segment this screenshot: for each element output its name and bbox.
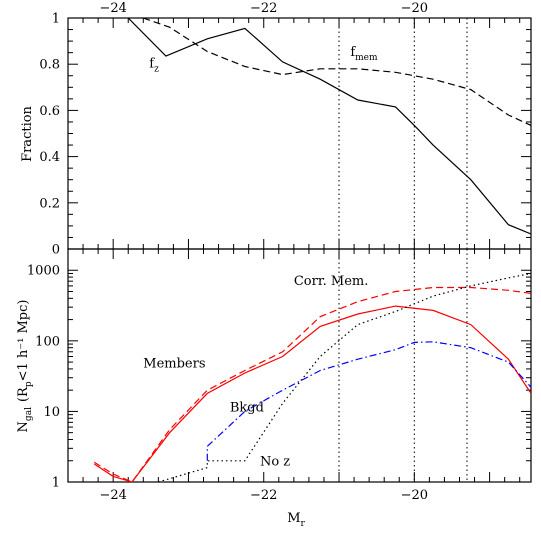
y-axis-title-gal: gal [24, 407, 34, 421]
x-axis-title-r: r [301, 519, 306, 529]
series-line-fmem [143, 18, 531, 126]
y-tick-label: 1 [52, 12, 60, 27]
x-tick-label: −20 [401, 1, 428, 16]
y-axis-title-rest: (R [16, 386, 31, 402]
annotation-members: Members [143, 356, 205, 371]
x-axis-title-m: M [287, 511, 300, 526]
y-tick-label: 1 [52, 476, 60, 491]
series-line-corr_mem [93, 286, 531, 482]
annotation-bkgd: Bkgd [230, 400, 264, 415]
y-tick-label: 0 [52, 243, 60, 258]
x-tick-label: −22 [250, 488, 277, 503]
y-tick-label: 10 [43, 405, 60, 420]
annotation-text: No z [260, 455, 290, 470]
bottom-panel: 1 10 100 1000 −24 −22 −20 Corr. Mem. Members Bkgd… [16, 248, 532, 529]
annotation-text: Bkgd [230, 400, 264, 415]
annotation-sub: z [154, 65, 159, 75]
y-axis-title-bottom: Ngal (Rp<1 h⁻¹ Mpc) [16, 300, 34, 433]
annotation-text: f [149, 57, 155, 72]
x-axis-title: Mr [287, 511, 305, 529]
series-line-noz [158, 272, 531, 482]
y-tick-label: 0.8 [39, 58, 60, 73]
x-tick-label: −20 [401, 488, 428, 503]
x-tick-label: −24 [99, 488, 126, 503]
annotation-text: Corr. Mem. [294, 274, 369, 289]
y-tick-label: 0.2 [39, 196, 60, 211]
annotation-fmem: fmem [350, 45, 378, 63]
y-tick-label: 100 [35, 334, 60, 349]
x-tick-label: −22 [250, 1, 277, 16]
x-tick-label: −24 [99, 1, 126, 16]
annotation-fz: fz [149, 57, 159, 75]
panel-frame-1 [67, 248, 532, 483]
panel-frame-0 [67, 17, 532, 250]
annotation-noz: No z [260, 455, 290, 470]
annotation-corr_mem: Corr. Mem. [294, 274, 369, 289]
y-tick-label: 1000 [27, 264, 60, 279]
annotation-sub: mem [355, 53, 378, 63]
annotation-text: Members [143, 356, 205, 371]
y-axis-title-p: p [24, 381, 34, 387]
annotation-text: f [350, 45, 356, 60]
y-axis-title-tail: <1 h⁻¹ Mpc) [16, 300, 31, 382]
y-axis-title-n: N [16, 421, 31, 432]
y-tick-label: 0.6 [39, 104, 60, 119]
series-line-members [93, 305, 531, 482]
y-tick-label: 0.4 [39, 150, 60, 165]
y-axis-title-top: Fraction [20, 105, 35, 161]
series-line-fz [127, 18, 531, 235]
